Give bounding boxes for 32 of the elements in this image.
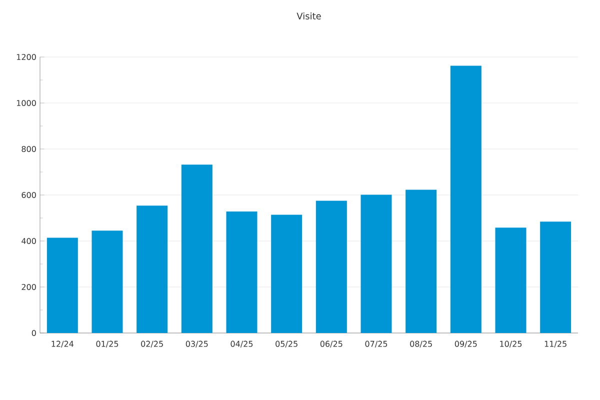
x-tick-label: 06/25 bbox=[320, 340, 342, 348]
x-tick-label: 12/24 bbox=[52, 340, 74, 348]
x-tick-label: 05/25 bbox=[276, 340, 298, 348]
y-tick-label: 1000 bbox=[16, 100, 36, 106]
y-tick-label: 0 bbox=[32, 330, 36, 336]
y-tick-label: 1200 bbox=[16, 54, 36, 60]
bar bbox=[495, 228, 526, 333]
bar bbox=[406, 190, 437, 333]
x-tick-label: 02/25 bbox=[141, 340, 163, 348]
bar bbox=[316, 200, 347, 333]
bar bbox=[46, 238, 78, 333]
y-tick-label: 600 bbox=[22, 192, 36, 198]
x-tick-label: 03/25 bbox=[186, 340, 208, 348]
x-tick-label: 08/25 bbox=[410, 340, 432, 348]
x-tick-label: 09/25 bbox=[454, 340, 477, 348]
bar bbox=[450, 66, 482, 333]
bar bbox=[271, 214, 302, 333]
bar bbox=[360, 194, 392, 333]
x-tick-label: 01/25 bbox=[96, 340, 118, 348]
x-tick-label: 11/25 bbox=[544, 340, 566, 348]
x-tick-label: 10/25 bbox=[500, 340, 522, 348]
y-tick-label: 200 bbox=[22, 284, 36, 290]
bar bbox=[136, 206, 168, 333]
x-tick-label: 04/25 bbox=[230, 340, 253, 348]
bar bbox=[181, 164, 212, 333]
x-tick-label: 07/25 bbox=[365, 340, 388, 348]
bar bbox=[92, 230, 123, 333]
y-tick-label: 800 bbox=[22, 146, 36, 152]
bar bbox=[540, 222, 572, 333]
chart-title: Visite bbox=[296, 12, 321, 20]
bar bbox=[226, 212, 258, 333]
y-tick-label: 400 bbox=[22, 238, 36, 244]
